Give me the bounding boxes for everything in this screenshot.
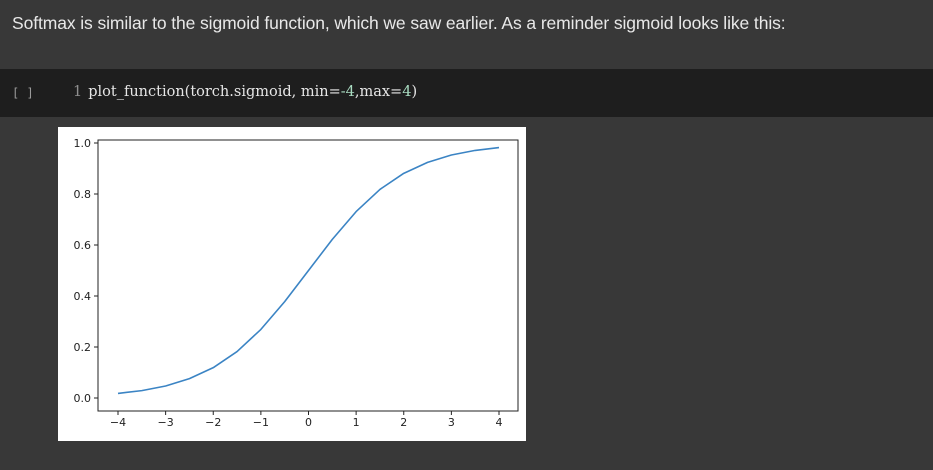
code-line[interactable]: 1 plot_function(torch.sigmoid, min=-4,max…: [73, 84, 417, 100]
code-cell[interactable]: [ ] 1 plot_function(torch.sigmoid, min=-4…: [0, 69, 933, 117]
code-prefix: plot_function(torch.sigmoid, min=: [88, 84, 341, 100]
code-separator: ,max=: [354, 84, 403, 100]
x-tick-label: 2: [400, 416, 407, 429]
code-min-value: -4: [340, 84, 355, 100]
y-tick-label: 0.8: [74, 188, 92, 201]
x-tick-label: −2: [205, 416, 221, 429]
x-tick-label: 4: [496, 416, 503, 429]
markdown-text: Softmax is similar to the sigmoid functi…: [12, 13, 786, 33]
code-suffix: ): [411, 84, 418, 100]
y-tick-label: 0.4: [74, 290, 92, 303]
y-tick-label: 0.0: [74, 392, 92, 405]
sigmoid-plot: −4 −3 −2 −1 0 1 2 3 4 0.0 0.2 0.4 0.6 0.8 1.0: [58, 127, 526, 441]
x-tick-label: 1: [353, 416, 360, 429]
x-tick-label: −3: [158, 416, 174, 429]
markdown-cell: Softmax is similar to the sigmoid functi…: [0, 0, 933, 69]
x-tick-label: 3: [448, 416, 455, 429]
sigmoid-chart-svg: −4 −3 −2 −1 0 1 2 3 4 0.0 0.2 0.4 0.6 0.8 1.0: [74, 137, 519, 429]
x-tick-label: −4: [110, 416, 126, 429]
code-max-value: 4: [402, 84, 412, 100]
sigmoid-line: [117, 146, 500, 395]
run-cell-button[interactable]: [ ]: [12, 86, 34, 100]
x-tick-label: 0: [305, 416, 312, 429]
y-tick-label: 1.0: [74, 137, 92, 150]
cell-output: −4 −3 −2 −1 0 1 2 3 4 0.0 0.2 0.4 0.6 0.8 1.0: [0, 117, 933, 470]
y-tick-label: 0.6: [74, 239, 92, 252]
line-number: 1: [73, 84, 83, 100]
y-tick-label: 0.2: [74, 341, 92, 354]
plot-frame: [97, 139, 519, 412]
x-tick-label: −1: [253, 416, 269, 429]
